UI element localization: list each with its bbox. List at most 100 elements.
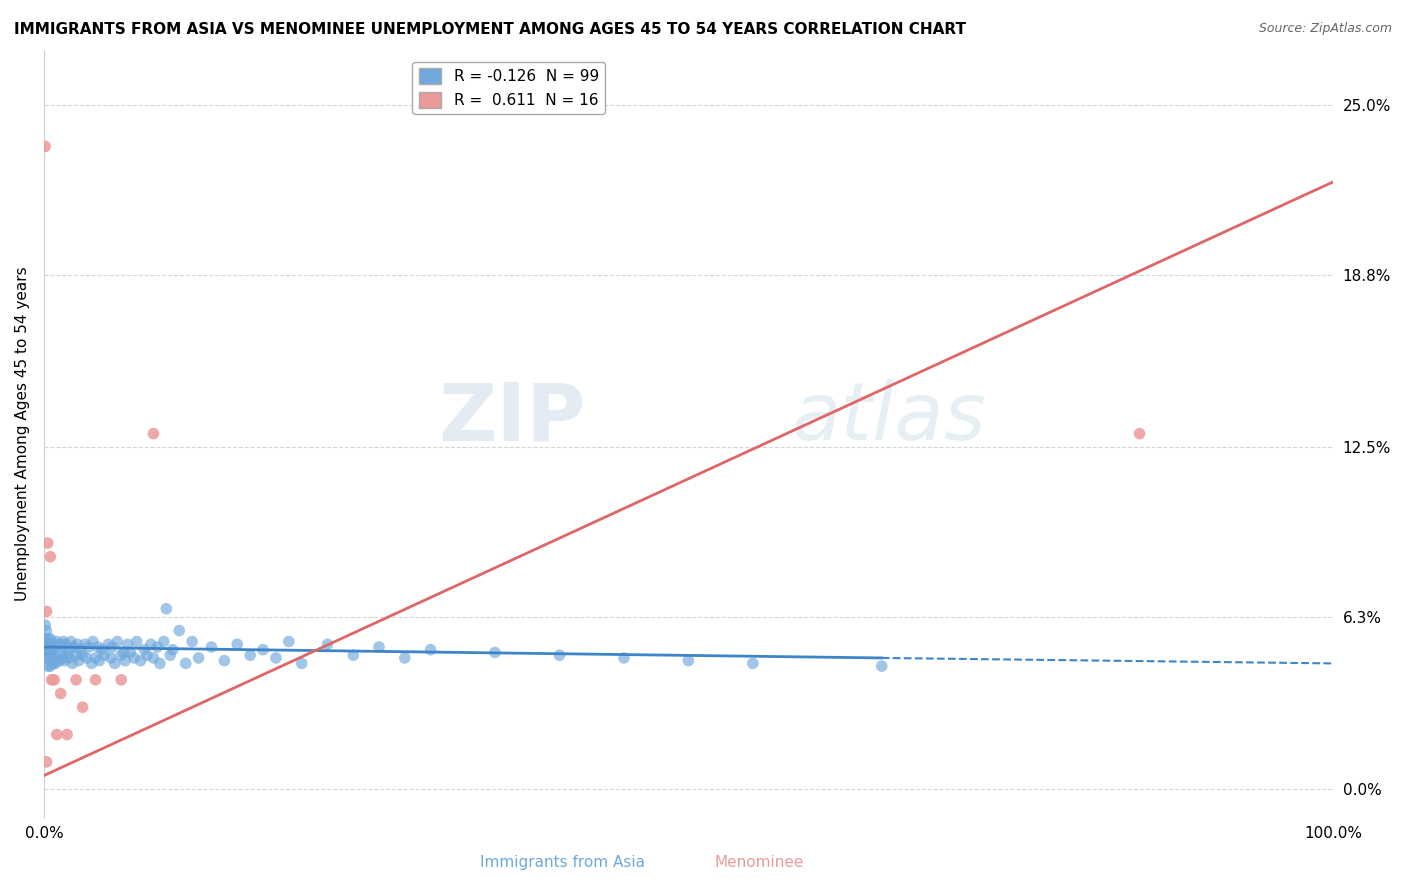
Point	[368, 640, 391, 654]
Point	[35, 651, 58, 665]
Point	[84, 651, 107, 665]
Point	[52, 651, 75, 665]
Point	[72, 648, 94, 663]
Point	[49, 648, 72, 663]
Point	[342, 648, 364, 663]
Point	[42, 657, 65, 671]
Point	[264, 651, 287, 665]
Point	[41, 673, 63, 687]
Y-axis label: Unemployment Among Ages 45 to 54 years: Unemployment Among Ages 45 to 54 years	[15, 267, 30, 601]
Point	[252, 642, 274, 657]
Point	[129, 654, 152, 668]
Point	[159, 648, 181, 663]
Point	[39, 632, 62, 646]
Point	[200, 640, 222, 654]
Point	[104, 657, 127, 671]
Text: IMMIGRANTS FROM ASIA VS MENOMINEE UNEMPLOYMENT AMONG AGES 45 TO 54 YEARS CORRELA: IMMIGRANTS FROM ASIA VS MENOMINEE UNEMPL…	[14, 22, 966, 37]
Point	[125, 634, 148, 648]
Point	[181, 634, 204, 648]
Point	[34, 618, 56, 632]
Text: atlas: atlas	[792, 379, 986, 458]
Text: Menominee: Menominee	[714, 855, 804, 870]
Point	[52, 634, 75, 648]
Point	[37, 536, 59, 550]
Point	[37, 632, 59, 646]
Point	[114, 654, 136, 668]
Point	[84, 673, 107, 687]
Point	[226, 637, 249, 651]
Point	[59, 651, 82, 665]
Point	[72, 700, 94, 714]
Point	[34, 645, 56, 659]
Point	[149, 657, 172, 671]
Point	[146, 640, 169, 654]
Point	[56, 648, 79, 663]
Point	[100, 651, 122, 665]
Point	[174, 657, 197, 671]
Text: ZIP: ZIP	[439, 379, 585, 458]
Point	[44, 657, 66, 671]
Point	[155, 601, 177, 615]
Point	[35, 604, 58, 618]
Point	[89, 654, 111, 668]
Point	[82, 634, 104, 648]
Point	[1128, 426, 1150, 441]
Point	[239, 648, 262, 663]
Point	[59, 634, 82, 648]
Point	[42, 642, 65, 657]
Point	[65, 648, 87, 663]
Point	[142, 426, 165, 441]
Point	[152, 634, 174, 648]
Point	[35, 624, 58, 638]
Point	[101, 640, 124, 654]
Point	[277, 634, 299, 648]
Point	[162, 642, 184, 657]
Point	[870, 659, 893, 673]
Point	[110, 648, 132, 663]
Point	[38, 637, 60, 651]
Point	[41, 640, 63, 654]
Point	[167, 624, 190, 638]
Point	[97, 637, 120, 651]
Point	[90, 642, 112, 657]
Point	[105, 634, 128, 648]
Point	[45, 634, 67, 648]
Point	[65, 673, 87, 687]
Point	[142, 651, 165, 665]
Point	[187, 651, 209, 665]
Point	[122, 651, 145, 665]
Point	[741, 657, 763, 671]
Point	[67, 654, 90, 668]
Point	[45, 651, 67, 665]
Point	[35, 640, 58, 654]
Point	[44, 637, 66, 651]
Point	[58, 642, 80, 657]
Point	[48, 654, 70, 668]
Point	[49, 686, 72, 700]
Point	[41, 651, 63, 665]
Point	[613, 651, 636, 665]
Point	[38, 651, 60, 665]
Point	[45, 727, 67, 741]
Point	[316, 637, 339, 651]
Point	[66, 637, 89, 651]
Point	[548, 648, 571, 663]
Point	[112, 645, 135, 659]
Legend: R = -0.126  N = 99, R =  0.611  N = 16: R = -0.126 N = 99, R = 0.611 N = 16	[412, 62, 605, 114]
Point	[136, 648, 159, 663]
Point	[291, 657, 314, 671]
Point	[37, 659, 59, 673]
Point	[34, 139, 56, 153]
Point	[69, 642, 91, 657]
Point	[44, 654, 66, 668]
Point	[77, 640, 100, 654]
Point	[419, 642, 441, 657]
Point	[62, 640, 84, 654]
Point	[80, 657, 103, 671]
Point	[139, 637, 162, 651]
Point	[48, 637, 70, 651]
Point	[87, 640, 110, 654]
Point	[214, 654, 236, 668]
Point	[32, 632, 55, 646]
Point	[678, 654, 700, 668]
